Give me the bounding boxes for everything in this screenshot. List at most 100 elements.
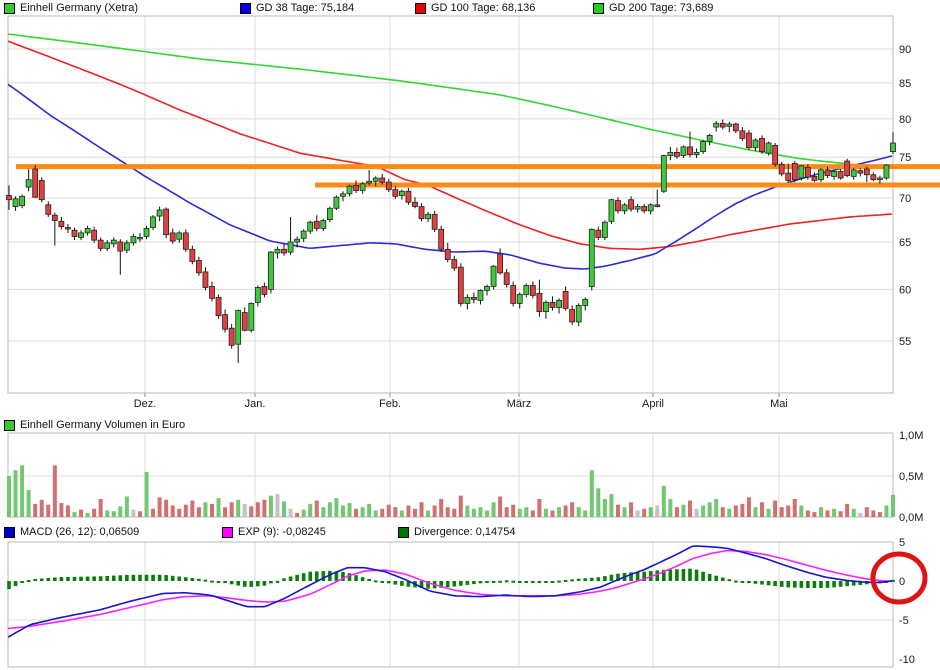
volume-bar xyxy=(858,512,863,517)
candle-body xyxy=(123,242,130,251)
divergence-bar xyxy=(858,581,863,585)
gd100-line xyxy=(7,40,893,251)
volume-bar xyxy=(367,503,372,517)
divergence-bar xyxy=(550,581,555,583)
volume-bar xyxy=(242,503,247,517)
volume-bar xyxy=(334,498,339,517)
candle-body xyxy=(529,285,536,296)
divergence-label: Divergence: 0,14754 xyxy=(414,526,516,538)
divergence-bar xyxy=(616,573,620,581)
candle-body xyxy=(791,163,798,181)
divergence-bar xyxy=(720,577,725,581)
divergence-bar xyxy=(249,581,254,587)
candle-body xyxy=(844,160,851,176)
price-axis-label: 80 xyxy=(899,114,911,126)
candle-body xyxy=(412,201,418,207)
divergence-bar xyxy=(747,581,751,584)
divergence-bar xyxy=(39,578,44,581)
volume-bar xyxy=(249,506,254,517)
candle-body xyxy=(765,142,772,154)
volume-bar xyxy=(33,503,38,517)
divergence-bar xyxy=(7,581,11,590)
volume-bar xyxy=(445,507,450,517)
x-axis-label: April xyxy=(642,398,664,410)
volume-bar xyxy=(314,500,319,517)
volume-bar xyxy=(268,495,273,517)
candle-body xyxy=(235,310,242,345)
volume-bar xyxy=(262,499,267,517)
volume-bar xyxy=(39,499,44,517)
candle-body xyxy=(732,123,739,132)
candle-body xyxy=(418,206,425,220)
volume-bar xyxy=(760,502,765,517)
volume-bar xyxy=(439,498,444,517)
candle-body xyxy=(346,185,353,195)
divergence-bar xyxy=(20,581,24,584)
price-axis-label: 70 xyxy=(899,193,911,205)
volume-bar xyxy=(661,485,666,517)
candle-body xyxy=(890,142,896,152)
x-axis-label: März xyxy=(507,398,531,410)
volume-bar xyxy=(576,507,581,517)
candle-body xyxy=(340,193,346,197)
candle-body xyxy=(241,312,248,331)
divergence-bar xyxy=(596,577,601,581)
volume-bar xyxy=(236,499,241,517)
divergence-bar xyxy=(197,578,201,581)
divergence-bar xyxy=(603,576,607,581)
candle-body xyxy=(294,238,301,243)
candle-body xyxy=(739,130,746,139)
panel-border xyxy=(7,541,894,668)
volume-bar xyxy=(845,503,850,517)
divergence-bar xyxy=(301,573,306,581)
volume-bar xyxy=(177,508,182,517)
divergence-bar xyxy=(131,574,136,581)
volume-bar xyxy=(183,504,188,517)
volume-bar xyxy=(498,496,503,517)
divergence-bar xyxy=(707,573,712,581)
divergence-bar xyxy=(701,571,705,581)
divergence-bar xyxy=(386,581,391,584)
volume-bar xyxy=(714,498,719,517)
price-axis-label: 65 xyxy=(899,237,911,249)
candle-body xyxy=(811,175,818,181)
candle-body xyxy=(398,190,405,196)
candle-body xyxy=(693,151,700,156)
divergence-bar xyxy=(341,572,345,581)
divergence-bar xyxy=(891,579,895,582)
divergence-bar xyxy=(452,581,457,587)
candle-body xyxy=(300,230,307,239)
panel-border xyxy=(7,432,894,518)
divergence-bar xyxy=(812,581,817,589)
candle-body xyxy=(457,266,464,304)
divergence-bar xyxy=(210,580,214,583)
divergence-bar xyxy=(478,581,483,584)
volume-bar xyxy=(884,505,889,517)
volume-bar xyxy=(124,496,129,517)
volume-color-swatch xyxy=(4,419,15,431)
volume-bar xyxy=(583,510,588,517)
candle-body xyxy=(877,177,883,180)
candle-body xyxy=(654,204,661,207)
volume-bar xyxy=(832,508,837,517)
macd-axis-label: 0 xyxy=(899,576,905,588)
divergence-bar xyxy=(262,581,267,586)
divergence-bar xyxy=(786,581,791,588)
volume-bar xyxy=(373,510,378,517)
divergence-bar xyxy=(766,581,771,586)
volume-bar xyxy=(419,502,424,517)
volume-bar xyxy=(596,488,601,517)
volume-bar xyxy=(550,510,555,517)
divergence-bar xyxy=(328,570,332,581)
volume-bar xyxy=(275,494,280,517)
candle-body xyxy=(182,232,189,250)
price-axis-label: 85 xyxy=(899,78,911,90)
volume-bar xyxy=(340,505,345,517)
volume-bar xyxy=(295,512,300,517)
gd100-label: GD 100 Tage: 68,136 xyxy=(431,2,536,14)
volume-bar xyxy=(694,508,699,517)
divergence-bar xyxy=(203,579,208,582)
macd-axis-label: 5 xyxy=(899,537,905,549)
